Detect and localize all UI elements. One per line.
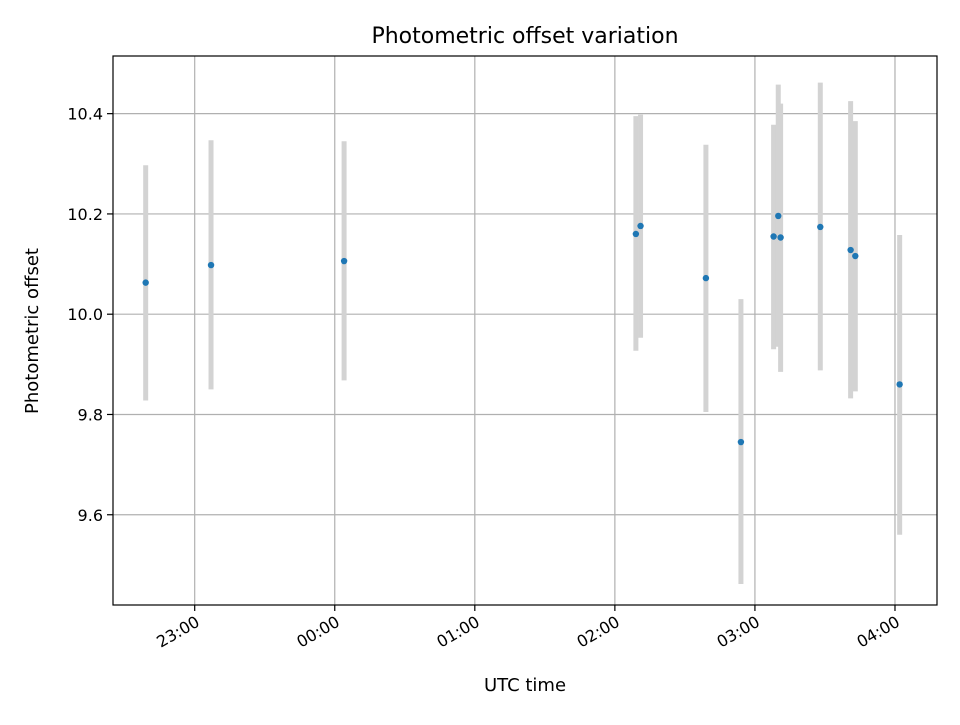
data-point	[142, 279, 149, 286]
y-tick-label: 9.8	[78, 405, 103, 424]
data-points	[142, 212, 903, 446]
plot-frame	[112, 55, 938, 606]
data-point	[852, 252, 859, 260]
chart-title: Photometric offset variation	[371, 24, 678, 49]
data-point	[632, 230, 640, 238]
data-point	[770, 233, 777, 240]
data-point	[775, 212, 782, 220]
x-axis-label: UTC time	[484, 675, 566, 696]
data-point	[702, 274, 710, 282]
data-point	[207, 261, 215, 269]
y-tick-label: 10.4	[67, 105, 103, 124]
y-axis-label: Photometric offset	[22, 248, 43, 414]
y-tick-label: 10.2	[67, 205, 103, 224]
data-point	[817, 223, 824, 231]
data-point	[777, 234, 784, 241]
y-axis-ticks: 9.6 9.8 10.0 10.2 10.4	[67, 105, 113, 525]
plot-area	[113, 56, 937, 605]
data-point	[737, 438, 745, 446]
y-tick-label: 9.6	[78, 506, 103, 525]
data-point	[340, 257, 348, 265]
data-point	[847, 246, 854, 254]
y-tick-label: 10.0	[67, 305, 103, 324]
grid	[113, 56, 937, 605]
data-point	[896, 381, 903, 388]
data-point	[637, 222, 644, 230]
